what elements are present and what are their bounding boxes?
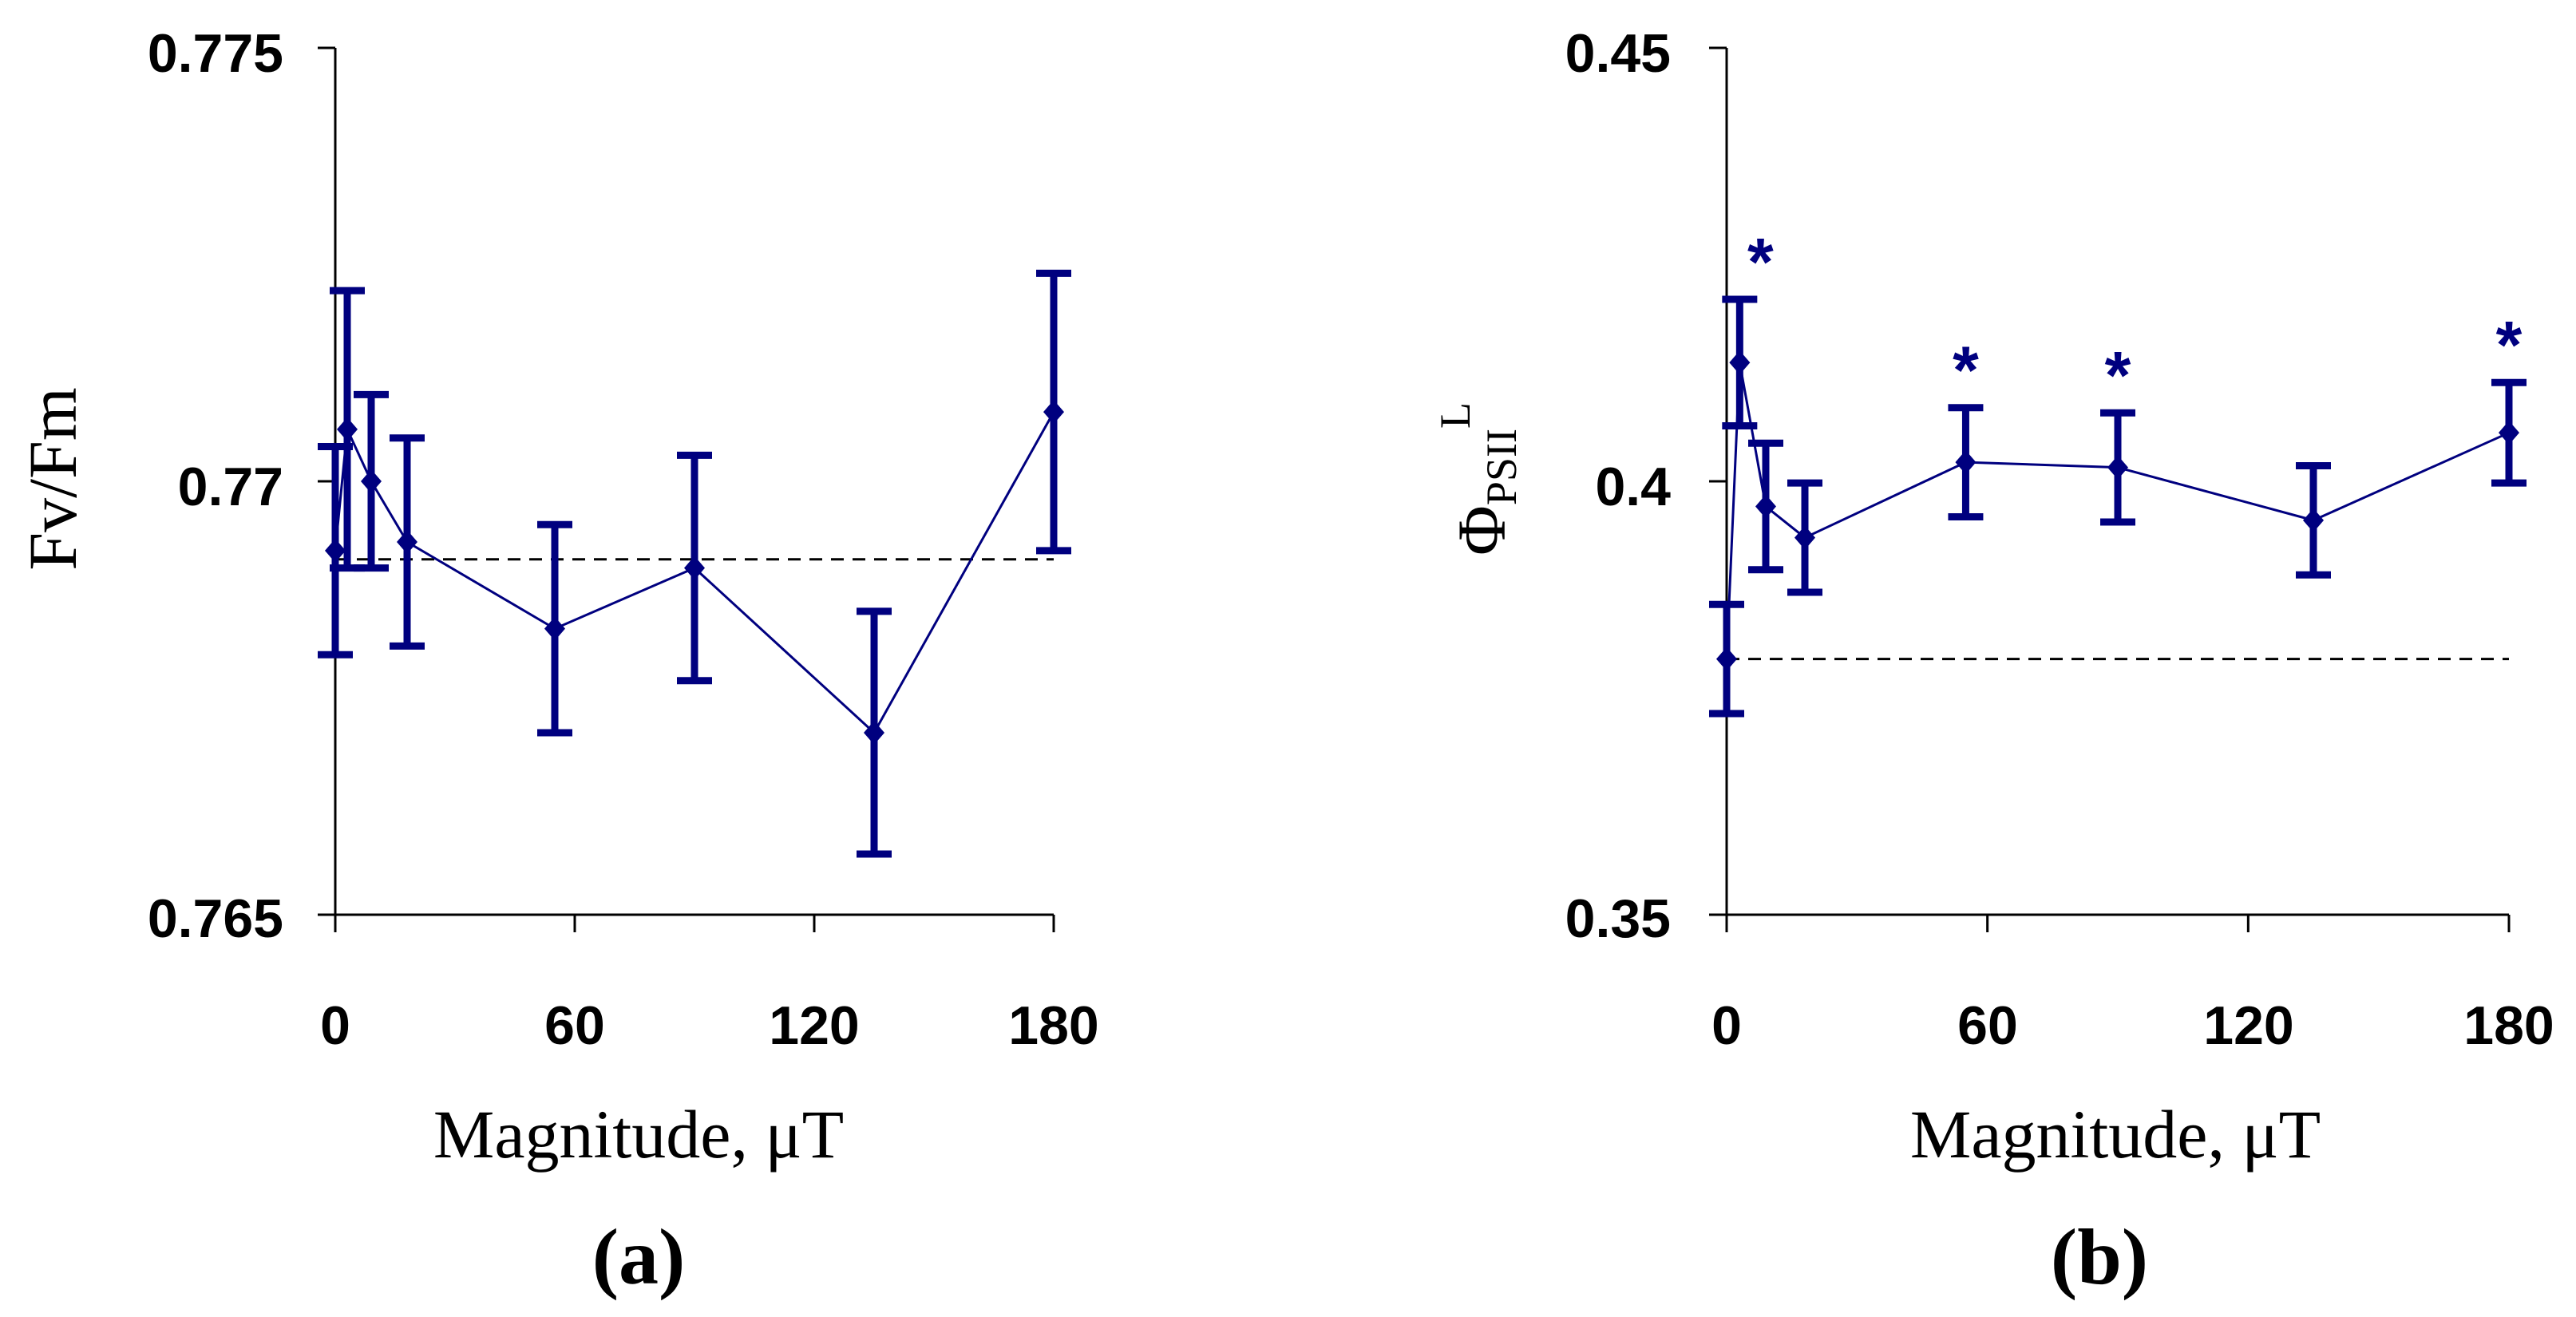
data-point [337,417,358,441]
y-tick-label: 0.45 [1565,23,1671,84]
x-tick-label: 120 [769,995,859,1056]
data-point [684,556,705,580]
x-tick-labels: 0 60 120 180 [320,995,1099,1056]
data-point [864,720,884,745]
panel-label: (b) [2051,1212,2148,1301]
x-tick-label: 180 [1008,995,1098,1056]
y-tick-labels: 0.765 0.77 0.775 [148,23,283,949]
series-line [1725,362,2510,659]
x-axis-title: Magnitude, μT [433,1096,844,1173]
chart-panel-b: 0.35 0.4 0.45 0 60 120 180 ΦPSIIL Magnit… [1431,23,2554,1301]
x-tick-label: 60 [1957,995,2018,1056]
y-tick-label: 0.35 [1565,888,1671,949]
x-tick-label: 0 [320,995,350,1056]
y-tick-labels: 0.35 0.4 0.45 [1565,23,1672,949]
data-point [1755,494,1776,519]
y-axis-title-superscript: L [1431,402,1479,429]
significance-marker: * [2496,307,2523,382]
data-point [2107,455,2128,480]
x-tick-label: 60 [544,995,605,1056]
y-axis-title-main: Φ [1443,505,1520,556]
y-tick-label: 0.4 [1595,457,1671,517]
data-point [1043,400,1064,425]
data-point [325,538,346,563]
data-point [544,616,565,641]
x-tick-labels: 0 60 120 180 [1711,995,2554,1056]
chart-panel-a: 0.765 0.77 0.775 0 60 120 180 Fv/Fm Magn… [14,23,1099,1301]
x-tick-label: 120 [2203,995,2293,1056]
y-tick-label: 0.775 [148,23,283,84]
y-axis-title: Fv/Fm [14,387,91,570]
data-point [397,530,417,555]
significance-marker: * [1953,333,1979,408]
data-point [2303,508,2324,532]
data-point [1794,525,1815,550]
y-tick-label: 0.77 [178,457,283,517]
x-axis-title: Magnitude, μT [1910,1096,2321,1173]
y-tick-label: 0.765 [148,888,283,949]
panel-label: (a) [592,1212,686,1301]
data-point [1955,450,1977,475]
data-point [2499,421,2519,445]
data-point [361,469,382,493]
y-axis-title-subscript: PSII [1478,429,1525,505]
significance-marker: * [2105,338,2131,413]
x-tick-label: 180 [2463,995,2554,1056]
y-axis-title: ΦPSIIL [1431,402,1525,556]
data-point [1716,647,1737,671]
series-line [334,411,1055,735]
x-tick-label: 0 [1711,995,1742,1056]
significance-marker: * [1747,224,1774,299]
data-point [1729,350,1751,375]
